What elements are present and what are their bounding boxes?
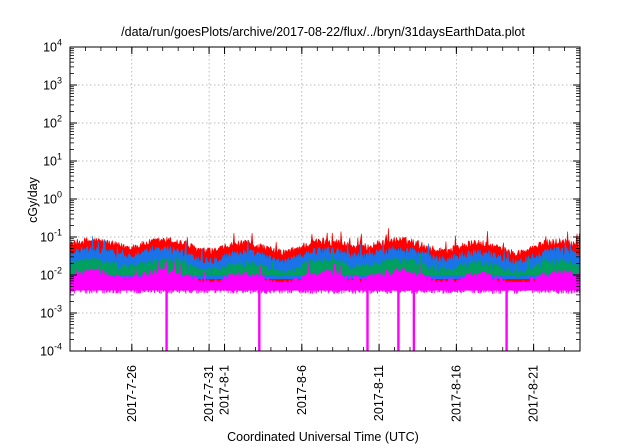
chart-title: /data/run/goesPlots/archive/2017-08-22/f… bbox=[121, 25, 525, 39]
y-tick-label: 104 bbox=[43, 38, 62, 55]
x-tick-label: 2017-8-11 bbox=[372, 365, 386, 421]
series-area bbox=[69, 251, 581, 279]
y-axis-label: cGy/day bbox=[26, 176, 40, 223]
x-tick-label: 2017-8-6 bbox=[295, 365, 309, 415]
x-tick-label: 2017-8-16 bbox=[449, 365, 463, 422]
y-tick-label: 10-4 bbox=[40, 342, 62, 359]
y-tick-label: 101 bbox=[43, 152, 62, 169]
grid-lines bbox=[70, 46, 580, 352]
dropout-spike bbox=[397, 290, 400, 351]
plot-frame bbox=[69, 46, 581, 352]
dropout-spike bbox=[505, 290, 508, 351]
dropout-spike bbox=[258, 290, 261, 351]
dropout-spike bbox=[165, 290, 168, 351]
y-tick-label: 10-3 bbox=[40, 304, 62, 321]
x-tick-label: 2017-7-26 bbox=[125, 365, 139, 422]
y-tick-label: 10-1 bbox=[40, 228, 62, 245]
x-tick-label: 2017-8-21 bbox=[527, 365, 541, 422]
axis-ticks: 104 103 102 101 100 10-1 10-2 10-3 10-4 2017-7-26… bbox=[40, 38, 580, 422]
y-tick-label: 10-2 bbox=[40, 266, 62, 283]
data-series bbox=[69, 228, 581, 351]
series-area bbox=[69, 235, 581, 280]
x-tick-label: 2017-7-31 bbox=[202, 365, 216, 422]
y-tick-label: 102 bbox=[43, 114, 62, 131]
dropout-spike bbox=[412, 290, 416, 351]
y-tick-label: 100 bbox=[43, 190, 62, 207]
x-axis-label: Coordinated Universal Time (UTC) bbox=[227, 430, 419, 444]
y-tick-label: 103 bbox=[43, 76, 62, 93]
x-tick-label: 2017-8-1 bbox=[218, 365, 232, 415]
dropout-spike bbox=[366, 290, 369, 351]
